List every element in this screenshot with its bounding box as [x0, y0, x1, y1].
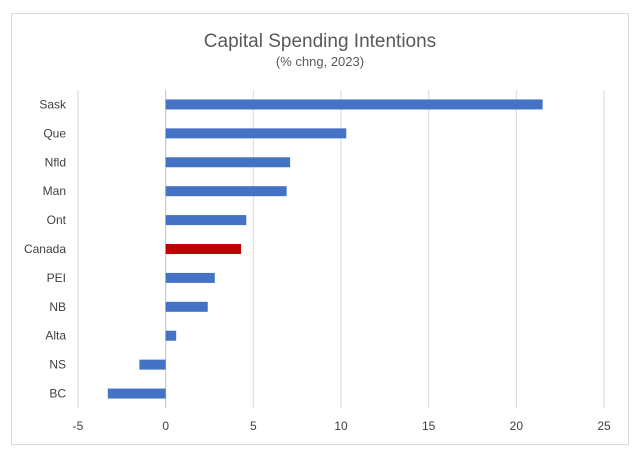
category-label-ont: Ont: [47, 213, 67, 227]
bar-bc: [107, 388, 166, 399]
chart-title: Capital Spending Intentions: [204, 31, 436, 52]
category-label-man: Man: [43, 184, 66, 198]
bar-pei: [165, 272, 215, 283]
bar-nfld: [165, 157, 291, 168]
category-label-nb: NB: [49, 300, 66, 314]
bar-sask: [165, 99, 543, 110]
bar-man: [165, 186, 287, 197]
bar-ns: [139, 359, 166, 370]
category-label-pei: PEI: [47, 271, 66, 285]
bar-nb: [165, 301, 208, 312]
x-tick-label: 20: [510, 419, 524, 433]
category-label-bc: BC: [49, 387, 66, 401]
bar-que: [165, 128, 347, 139]
chart-subtitle: (% chng, 2023): [276, 54, 364, 69]
category-label-canada: Canada: [24, 242, 66, 256]
category-label-nfld: Nfld: [45, 155, 66, 169]
x-tick-label: 10: [334, 419, 348, 433]
x-tick-label: 5: [250, 419, 257, 433]
x-tick-label: 0: [162, 419, 169, 433]
bar-alta: [165, 330, 177, 341]
bar-canada: [165, 244, 242, 254]
category-label-sask: Sask: [39, 97, 67, 111]
grid-layer: [77, 90, 605, 408]
bar-layer: [107, 99, 543, 399]
x-tick-label: -5: [73, 419, 84, 433]
label-layer: -5 0 5 10 15 20 25 Sask Que Nfld Man Ont Canada PEI NB…: [24, 97, 611, 433]
category-label-que: Que: [43, 126, 66, 140]
x-tick-label: 15: [422, 419, 436, 433]
category-label-alta: Alta: [45, 329, 66, 343]
category-label-ns: NS: [49, 358, 66, 372]
chart-frame: [11, 13, 629, 445]
bar-ont: [165, 215, 247, 226]
x-tick-label: 25: [597, 419, 611, 433]
